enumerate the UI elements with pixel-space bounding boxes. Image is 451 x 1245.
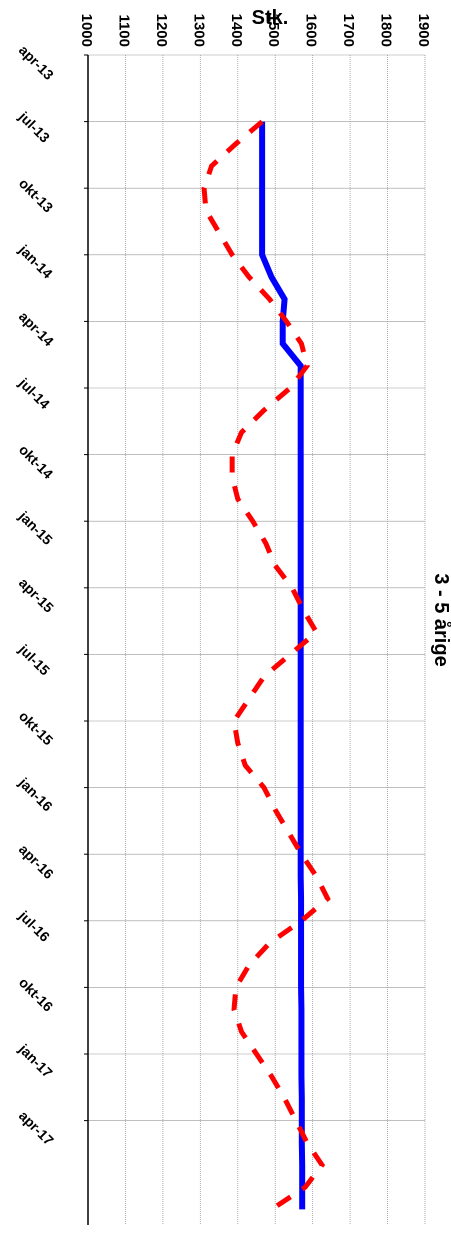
x-tick-label: jan-14 bbox=[15, 241, 56, 282]
series-line bbox=[201, 119, 331, 1212]
y-tick-label: 1800 bbox=[378, 14, 395, 47]
y-tick-label: 1200 bbox=[153, 14, 170, 47]
x-tick-label: apr-15 bbox=[16, 575, 57, 616]
x-tick-label: okt-16 bbox=[16, 974, 57, 1015]
x-tick-label: apr-16 bbox=[16, 841, 57, 882]
x-tick-label: okt-15 bbox=[16, 708, 57, 749]
x-tick-label: jan-15 bbox=[15, 507, 56, 548]
chart-title: 3 - 5 årige bbox=[430, 573, 451, 666]
x-tick-label: jul-13 bbox=[15, 108, 53, 146]
y-tick-label: 1700 bbox=[340, 14, 357, 47]
x-tick-label: okt-14 bbox=[16, 441, 57, 482]
y-tick-label: 1400 bbox=[228, 14, 245, 47]
y-tick-label: 1100 bbox=[115, 14, 132, 47]
x-tick-label: apr-17 bbox=[16, 1107, 57, 1148]
x-tick-label: jul-16 bbox=[15, 907, 53, 945]
axis-title: Stk. bbox=[252, 7, 289, 29]
y-tick-label: 1600 bbox=[303, 14, 320, 47]
y-tick-label: 1500 bbox=[265, 14, 282, 47]
x-tick-label: apr-14 bbox=[16, 308, 57, 349]
x-tick-label: jan-16 bbox=[15, 774, 56, 815]
x-tick-label: jul-15 bbox=[15, 641, 53, 679]
x-tick-label: apr-13 bbox=[16, 42, 57, 83]
x-tick-label: jul-14 bbox=[15, 374, 53, 412]
x-tick-label: okt-13 bbox=[16, 175, 57, 216]
x-tick-label: jan-17 bbox=[15, 1040, 56, 1081]
y-tick-label: 1900 bbox=[415, 14, 432, 47]
y-tick-label: 1000 bbox=[78, 14, 95, 47]
y-tick-label: 1300 bbox=[190, 14, 207, 47]
series-line bbox=[259, 121, 306, 1210]
